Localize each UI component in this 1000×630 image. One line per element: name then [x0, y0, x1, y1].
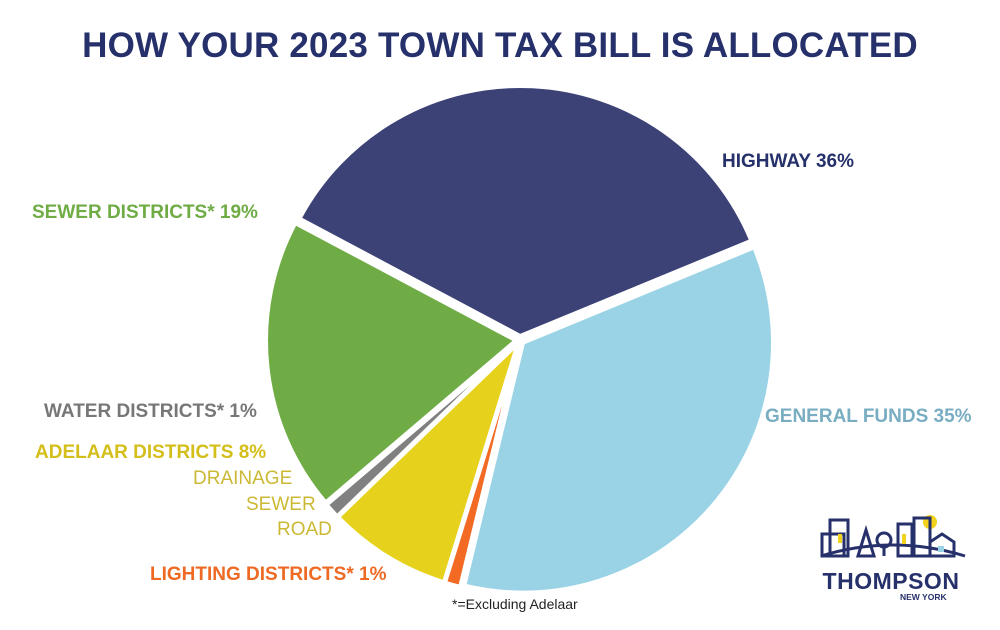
pie-slice-water-districts	[323, 341, 519, 520]
logo-name: THOMPSON	[822, 568, 960, 594]
footnote: *=Excluding Adelaar	[452, 596, 578, 612]
label-highway: HIGHWAY 36%	[722, 151, 854, 172]
pie-slice-general-funds	[461, 244, 775, 595]
label-adelaar-road: ROAD	[277, 519, 332, 540]
logo-subtitle: NEW YORK	[900, 592, 947, 602]
label-water-districts: WATER DISTRICTS* 1%	[44, 401, 257, 422]
label-adelaar-drainage: DRAINAGE	[193, 468, 293, 489]
label-general-funds: GENERAL FUNDS 35%	[765, 406, 972, 427]
pie-slice-adelaar-districts	[335, 341, 520, 585]
label-adelaar-districts: ADELAAR DISTRICTS 8%	[35, 442, 267, 463]
label-adelaar-sewer: SEWER	[246, 494, 316, 515]
pie-slice-highway	[296, 84, 754, 339]
pie-slice-sewer-districts	[264, 220, 520, 506]
chart-title: HOW YOUR 2023 TOWN TAX BILL IS ALLOCATED	[82, 26, 918, 65]
town-skyline-logo-icon	[820, 515, 966, 558]
label-sewer-districts: SEWER DISTRICTS* 19%	[32, 202, 258, 223]
label-lighting-districts: LIGHTING DISTRICTS* 1%	[150, 564, 387, 585]
